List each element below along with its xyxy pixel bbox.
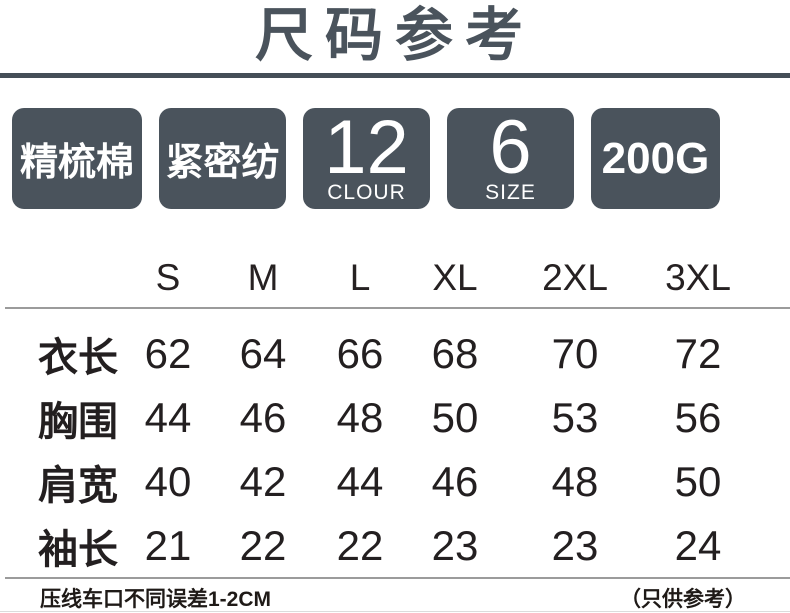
row-label-shoulder: 肩宽	[38, 464, 118, 508]
footer-notes: 压线车口不同误差1-2CM （只供参考）	[40, 583, 746, 613]
cell-value: 48	[336, 394, 384, 441]
size-table-header-row: S M L XL 2XL 3XL	[8, 250, 764, 306]
badge-combed-cotton-label: 精梳棉	[19, 142, 134, 184]
cell-value: 21	[144, 522, 192, 569]
badge-size-count: 6 SIZE	[447, 108, 574, 209]
cell-value: 70	[551, 330, 599, 377]
cell-value: 72	[674, 330, 722, 377]
size-table-body: 衣长 62 64 66 68 70 72 胸围 44 46 48 50 53 5…	[8, 306, 764, 578]
cell-value: 56	[674, 394, 722, 441]
cell-value: 68	[431, 330, 479, 377]
column-header-xl: XL	[432, 257, 478, 298]
table-row-chest: 胸围 44 46 48 50 53 56	[8, 386, 764, 450]
cell-value: 23	[431, 522, 479, 569]
column-header-s: S	[155, 257, 181, 298]
cell-value: 22	[336, 522, 384, 569]
cell-value: 23	[551, 522, 599, 569]
table-row-garment-length: 衣长 62 64 66 68 70 72	[8, 322, 764, 386]
cell-value: 44	[336, 458, 384, 505]
column-header-3xl: 3XL	[665, 257, 731, 298]
cell-value: 24	[674, 522, 722, 569]
row-label-sleeve: 袖长	[38, 528, 118, 572]
cell-value: 40	[144, 458, 192, 505]
column-header-2xl: 2XL	[542, 257, 608, 298]
badge-colour-count-caption: CLOUR	[327, 180, 406, 204]
cell-value: 42	[239, 458, 287, 505]
cell-value: 46	[431, 458, 479, 505]
badge-size-count-value: 6	[489, 104, 532, 190]
row-label-garment-length: 衣长	[38, 336, 118, 380]
bottom-hairline	[0, 611, 790, 612]
cell-value: 66	[336, 330, 384, 377]
badge-combed-cotton: 精梳棉	[12, 108, 142, 209]
size-table: S M L XL 2XL 3XL 衣长 62 64 66 68 70 72 胸围…	[8, 250, 764, 578]
badge-size-count-caption: SIZE	[485, 180, 536, 204]
badge-colour-count-value: 12	[324, 104, 409, 190]
table-row-sleeve: 袖长 21 22 22 23 23 24	[8, 514, 764, 578]
cell-value: 48	[551, 458, 599, 505]
cell-value: 46	[239, 394, 287, 441]
cell-value: 64	[239, 330, 287, 377]
cell-value: 50	[674, 458, 722, 505]
badge-colour-count: 12 CLOUR	[303, 108, 430, 209]
tolerance-note: 压线车口不同误差1-2CM	[40, 588, 272, 611]
cell-value: 44	[144, 394, 192, 441]
table-footer-divider	[5, 577, 790, 579]
column-header-m: M	[247, 257, 279, 298]
cell-value: 22	[239, 522, 287, 569]
badge-compact-spinning-label: 紧密纺	[165, 142, 280, 184]
cell-value: 50	[431, 394, 479, 441]
title-divider	[0, 73, 790, 78]
row-label-chest: 胸围	[38, 400, 118, 444]
reference-only-note: （只供参考）	[620, 588, 746, 611]
table-row-shoulder: 肩宽 40 42 44 46 48 50	[8, 450, 764, 514]
spec-badges: 精梳棉 紧密纺 12 CLOUR 6 SIZE 200G	[12, 108, 720, 209]
table-header-divider	[5, 307, 790, 309]
cell-value: 62	[144, 330, 192, 377]
badge-fabric-weight-label: 200G	[601, 133, 710, 183]
cell-value: 53	[551, 394, 599, 441]
page-title: 尺码参考	[254, 3, 535, 68]
column-header-l: L	[349, 257, 371, 298]
badge-fabric-weight: 200G	[591, 108, 720, 209]
badge-compact-spinning: 紧密纺	[159, 108, 286, 209]
